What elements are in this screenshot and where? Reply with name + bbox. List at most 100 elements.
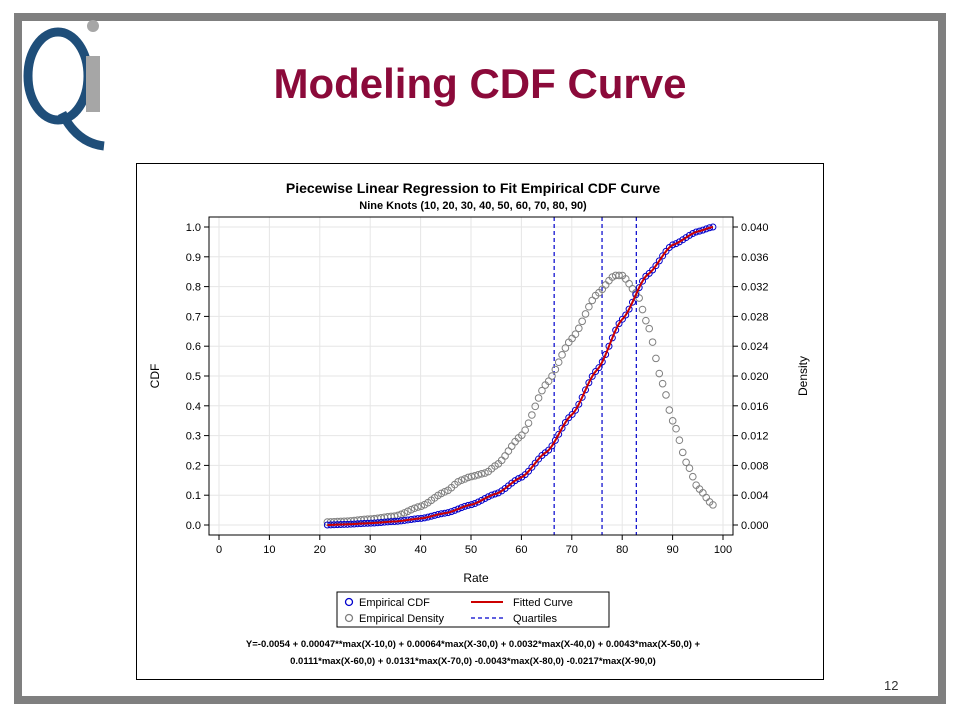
- density-series: [323, 271, 717, 526]
- density-point: [678, 448, 687, 457]
- density-point: [615, 271, 623, 280]
- density-point: [561, 344, 570, 352]
- y-tick-label: 0.3: [186, 431, 201, 443]
- cdf-point: [588, 372, 596, 380]
- density-point: [531, 402, 540, 411]
- chart-panel: Piecewise Linear Regression to Fit Empir…: [136, 163, 824, 680]
- cdf-point: [488, 491, 496, 499]
- y-axis-label: CDF: [148, 364, 162, 389]
- density-point: [507, 442, 516, 450]
- density-point: [524, 419, 533, 427]
- density-point: [548, 372, 556, 380]
- chart-subtitle: Nine Knots (10, 20, 30, 40, 50, 60, 70, …: [359, 200, 587, 212]
- density-point: [410, 504, 419, 513]
- cdf-point: [528, 463, 536, 471]
- density-point: [581, 310, 590, 318]
- cdf-point: [484, 493, 492, 501]
- y2-tick-label: 0.032: [741, 282, 769, 294]
- cdf-point: [608, 334, 616, 342]
- density-point: [471, 471, 479, 480]
- x-tick-label: 60: [515, 544, 527, 556]
- fitted-curve-line: [327, 226, 714, 526]
- cdf-point: [575, 400, 583, 408]
- x-tick-label: 80: [616, 544, 628, 556]
- cdf-point: [548, 442, 556, 450]
- density-point: [501, 452, 509, 460]
- equation-line-2: 0.0111*max(X-60,0) + 0.0131*max(X-70,0) …: [290, 656, 656, 667]
- density-point: [534, 394, 543, 402]
- x-tick-label: 70: [566, 544, 578, 556]
- density-point: [685, 464, 694, 472]
- density-point: [571, 330, 580, 339]
- cdf-point: [628, 298, 636, 306]
- y-tick-label: 0.8: [186, 282, 201, 294]
- y2-tick-label: 0.012: [741, 431, 769, 443]
- cdf-point: [652, 262, 660, 270]
- cdf-point: [561, 418, 569, 426]
- density-point: [645, 324, 654, 333]
- density-point: [668, 417, 677, 425]
- x-tick-label: 0: [216, 544, 222, 556]
- density-point: [709, 501, 717, 509]
- y-tick-label: 0.7: [186, 311, 201, 323]
- cdf-point: [514, 475, 522, 483]
- density-point: [652, 354, 660, 363]
- x-tick-label: 10: [263, 544, 275, 556]
- chart-title: Piecewise Linear Regression to Fit Empir…: [286, 180, 660, 196]
- y2-axis: 0.000 0.004 0.008 0.012 0.016 0.020 0.024 0.028…: [733, 222, 769, 532]
- legend-marker-empirical-density: [344, 613, 354, 623]
- y2-tick-label: 0.016: [741, 401, 769, 413]
- cdf-point: [672, 240, 680, 248]
- legend-label-empirical-cdf: Empirical CDF: [359, 597, 430, 609]
- cdf-point: [622, 311, 630, 319]
- legend: Empirical CDF Fitted Curve Empirical Den…: [336, 591, 610, 628]
- cdf-point: [531, 459, 539, 467]
- y-tick-label: 1.0: [186, 222, 201, 234]
- density-point: [467, 472, 476, 481]
- cdf-chart: Piecewise Linear Regression to Fit Empir…: [148, 180, 810, 667]
- cdf-point: [595, 364, 603, 372]
- legend-marker-empirical-cdf: [344, 597, 354, 607]
- density-point: [658, 379, 667, 388]
- cdf-point: [639, 277, 647, 285]
- x-tick-label: 100: [714, 544, 732, 556]
- equation-line-1: Y=-0.0054 + 0.00047**max(X-10,0) + 0.000…: [246, 639, 701, 650]
- density-point: [544, 377, 553, 386]
- cdf-point: [494, 489, 502, 497]
- cdf-point: [632, 291, 640, 299]
- quartile-lines: [553, 217, 637, 535]
- cdf-point: [454, 505, 462, 513]
- density-point: [575, 324, 583, 333]
- density-point: [638, 305, 647, 314]
- density-point: [481, 469, 489, 477]
- density-point: [554, 358, 563, 367]
- density-point: [504, 447, 513, 455]
- cdf-point: [605, 342, 613, 350]
- cdf-point: [568, 410, 576, 418]
- density-point: [601, 281, 610, 289]
- cdf-point: [474, 498, 482, 506]
- cdf-point: [457, 504, 465, 512]
- cdf-point: [612, 326, 620, 334]
- cdf-point: [555, 430, 563, 438]
- qi-logo: [23, 20, 105, 151]
- density-point: [662, 391, 670, 399]
- density-point: [417, 502, 426, 510]
- cdf-point: [451, 506, 459, 514]
- cdf-point: [602, 350, 610, 358]
- density-point: [665, 406, 674, 414]
- density-point: [642, 316, 650, 325]
- legend-label-quartiles: Quartiles: [513, 613, 558, 625]
- density-point: [551, 365, 560, 374]
- density-point: [655, 369, 664, 378]
- grid-lines: [209, 217, 733, 535]
- y2-tick-label: 0.004: [741, 490, 769, 502]
- cdf-point: [618, 315, 626, 323]
- x-tick-label: 30: [364, 544, 376, 556]
- y2-tick-label: 0.008: [741, 460, 769, 472]
- y-tick-label: 0.2: [186, 460, 201, 472]
- density-point: [457, 476, 466, 484]
- density-point: [414, 503, 422, 511]
- density-point: [675, 436, 684, 445]
- cdf-point: [685, 231, 693, 239]
